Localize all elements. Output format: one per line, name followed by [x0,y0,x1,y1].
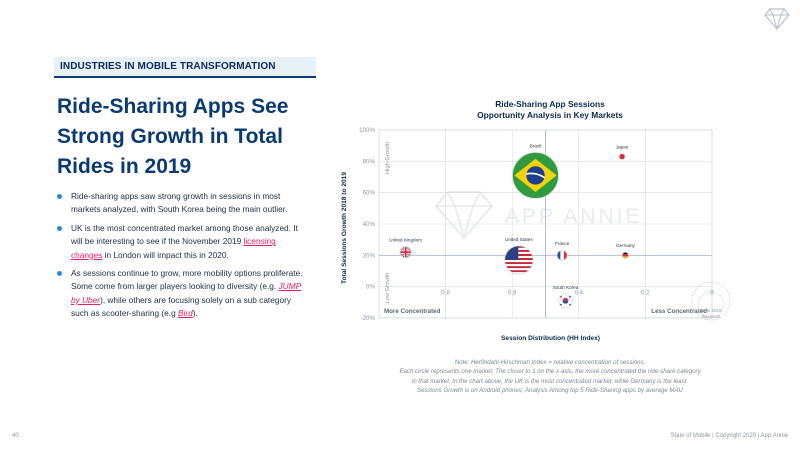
bubble-label: France [555,241,570,246]
germany-flag-icon [622,252,629,259]
x-tick-label: 0.4 [574,290,583,297]
japan-flag-icon [618,153,626,160]
watermark-diamond-line [447,191,481,241]
watermark-text: APP ANNIE [505,205,643,228]
bubble-label: Brazil [530,143,542,148]
watermark-diamond-icon [434,191,494,240]
chart-title-line: Opportunity Analysis in Key Markets [477,110,623,120]
app-annie-logo-icon [764,8,790,30]
page-number: 40 [12,433,19,439]
y-tick-label: 100% [359,127,375,134]
chart-title-line: Ride-Sharing App Sessions [495,99,605,109]
page-title: Ride-Sharing Apps See Strong Growth in T… [57,95,289,178]
y-tick-label: 60% [363,190,376,197]
bullet-item: UK is the most concentrated market among… [57,222,307,262]
section-underline [54,76,316,78]
bubble-label: Japan [616,144,629,149]
bubble-germany: Germany [616,243,636,259]
size-legend-label: Total 2019 [700,308,722,313]
chart-title: Ride-Sharing App Sessions Opportunity Ana… [380,99,720,121]
bubble-uk: United Kingdom [389,238,422,259]
y-tick-label: -20% [361,315,376,322]
brazil-flag-icon [512,152,559,199]
section-label-text: INDUSTRIES IN MOBILE TRANSFORMATION [60,61,276,72]
usa-flag-icon [504,245,534,275]
bubble-label: Germany [616,243,636,248]
section-label: INDUSTRIES IN MOBILE TRANSFORMATION [54,57,316,76]
note-line: Each circle represents one market. The c… [399,368,701,376]
more-concentrated-label: More Concentrated [384,308,441,315]
bullet-dot-icon [57,271,62,277]
bubble-brazil: Brazil [512,143,559,199]
bullet-link[interactable]: JUMP by Uber [71,281,302,305]
bullet-text: ). [192,308,198,319]
y-axis-title: Total Sessions Growth 2018 to 2019 [341,172,348,284]
size-legend-label: Sessions [702,314,721,319]
bullet-item: Ride-sharing apps saw strong growth in s… [57,190,307,217]
bullet-text: As sessions continue to grow, more mobil… [71,268,303,292]
y-tick-label: 40% [363,221,376,228]
watermark: APP ANNIE [434,191,643,241]
bullet-link[interactable]: Bird [178,308,193,319]
bullet-link[interactable]: licensing changes [71,236,276,260]
bullet-dot-icon [57,194,62,199]
note-line: Sessions Growth is on Android phones; An… [417,387,683,395]
bullet-text: Ride-sharing apps saw strong growth in s… [71,191,288,215]
chart-note: Note: Herfindahl-Hirschman Index = relat… [340,358,760,396]
bubble-japan: Japan [616,144,629,161]
bubble-korea: South Korea [553,285,579,309]
y-tick-label: 0% [366,284,375,291]
bullet-text: in London will impact this in 2020. [102,249,229,260]
bullet-item: As sessions continue to grow, more mobil… [57,267,307,321]
bubble-usa: United States [504,237,534,275]
size-legend-circle [697,291,725,319]
less-concentrated-label: Less Concentrated [651,308,707,315]
bubble-label: United Kingdom [389,238,422,243]
bullet-dot-icon [57,225,62,231]
x-tick-label: 0.8 [441,290,450,297]
bubble-france: France [555,241,570,261]
korea-flag-icon [558,293,573,308]
x-tick-label: 0 [710,290,714,297]
x-tick-label: 0.2 [641,290,650,297]
y-tick-label: 20% [363,252,376,259]
y-tick-label: 80% [363,158,376,165]
bubble-label: United States [505,237,533,242]
bullet-list: Ride-sharing apps saw strong growth in s… [57,190,307,326]
bubble-label: South Korea [553,285,579,290]
note-line: Note: Herfindahl-Hirschman Index = relat… [454,359,646,366]
x-axis-title: Session Distribution (HH Index) [501,335,600,342]
note-line: in that market. In the chart above, the … [411,377,689,385]
low-growth-label: Low Growth [385,273,391,304]
high-growth-label: High Growth [385,142,391,174]
france-flag-icon [557,250,568,261]
footer-text: State of Mobile | Copyright 2020 | App A… [670,433,788,439]
bubble-chart: APP ANNIE 100% 80% 60% 40% 20% 0% -20% 0.8 0.6 0.4… [341,127,730,342]
bullet-text: ), while others are focusing solely on a… [71,294,291,319]
bullet-text: UK is the most concentrated market among… [71,222,298,247]
x-tick-label: 0.6 [508,290,517,297]
